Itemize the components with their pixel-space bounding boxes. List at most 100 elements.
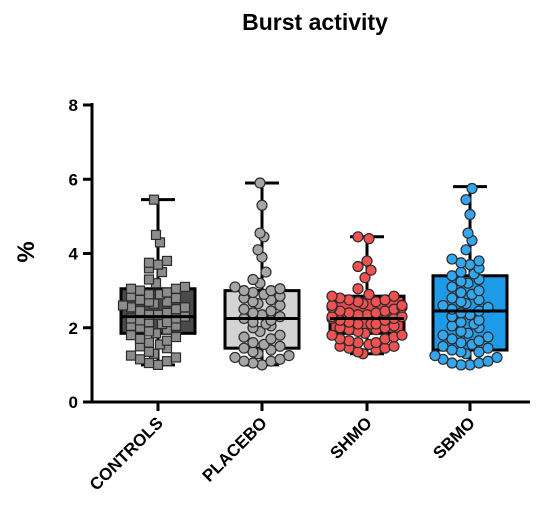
data-point (170, 283, 182, 294)
data-point (283, 349, 295, 362)
y-tick-label: 0 (69, 393, 78, 412)
data-point (274, 311, 286, 323)
points-shmo (326, 231, 408, 360)
data-point (455, 359, 467, 371)
data-point (125, 283, 137, 294)
data-point (179, 302, 191, 313)
data-point (396, 329, 408, 341)
y-tick-label: 2 (69, 319, 78, 338)
data-point (370, 307, 382, 319)
chart-title: Burst activity (242, 9, 388, 35)
y-tick-label: 8 (69, 96, 78, 115)
data-point (252, 244, 264, 256)
data-point (161, 255, 173, 267)
data-point (473, 314, 485, 326)
data-point (229, 281, 241, 293)
data-point (274, 299, 286, 312)
data-point (352, 337, 364, 349)
data-point (462, 227, 474, 239)
x-axis-tick-labels: CONTROLS PLACEBO SHMO SBMO (86, 413, 479, 494)
data-point (256, 199, 268, 211)
data-point (326, 329, 338, 341)
data-point (274, 340, 286, 352)
data-point (359, 272, 371, 284)
data-point (238, 331, 250, 343)
data-point (437, 340, 449, 352)
data-point (361, 255, 373, 267)
data-point (134, 354, 146, 365)
axes: 0 2 4 6 8 (69, 96, 530, 412)
data-point (455, 325, 467, 338)
data-point (238, 342, 250, 354)
data-point (396, 311, 408, 323)
data-point (143, 337, 155, 348)
data-point (247, 273, 259, 286)
data-point (446, 281, 458, 293)
data-point (466, 182, 478, 195)
data-point (455, 266, 467, 278)
points-controls (117, 194, 195, 370)
data-point (143, 274, 155, 285)
data-point (455, 316, 467, 328)
data-point (125, 350, 137, 361)
y-tick-label: 4 (69, 245, 79, 264)
data-point (161, 317, 173, 328)
data-point (265, 305, 277, 317)
data-point (247, 286, 259, 299)
data-point (363, 288, 375, 300)
data-point (274, 283, 286, 295)
data-point (326, 290, 338, 302)
data-point (150, 229, 162, 241)
data-point (117, 300, 129, 311)
data-point (170, 292, 182, 304)
data-point (352, 283, 364, 295)
data-point (134, 294, 146, 306)
data-point (170, 331, 182, 343)
x-tick-label-sbmo: SBMO (429, 413, 478, 462)
data-point (352, 231, 364, 243)
data-point (363, 233, 375, 245)
data-point (460, 194, 472, 206)
data-point (437, 299, 449, 312)
data-point (143, 326, 155, 337)
data-point (179, 281, 191, 293)
data-point (473, 255, 485, 267)
data-point (379, 305, 391, 317)
data-point (229, 351, 241, 364)
data-point (161, 356, 173, 367)
data-point (134, 333, 146, 344)
y-axis-label: % (13, 241, 40, 262)
data-point (388, 290, 400, 302)
data-point (446, 253, 458, 265)
data-point (125, 313, 137, 324)
data-point (352, 318, 364, 330)
data-point (343, 335, 355, 347)
data-point (446, 292, 458, 304)
data-point (247, 337, 259, 349)
data-point (455, 346, 467, 358)
data-point (161, 287, 173, 298)
data-point (170, 304, 182, 315)
data-point (455, 286, 467, 299)
data-point (388, 340, 400, 352)
data-point (379, 333, 391, 345)
data-point (429, 349, 441, 362)
data-point (143, 289, 155, 300)
data-point (254, 227, 266, 239)
points-sbmo (429, 182, 507, 371)
data-points (117, 177, 507, 371)
data-point (365, 264, 377, 276)
data-point (352, 296, 364, 308)
data-point (254, 177, 266, 189)
data-point (274, 329, 286, 341)
data-point (143, 346, 155, 357)
data-point (125, 330, 137, 341)
data-point (352, 260, 364, 273)
data-point (265, 285, 277, 297)
data-point (161, 335, 173, 346)
data-point (170, 352, 182, 363)
data-point (238, 303, 250, 315)
data-point (134, 285, 146, 296)
x-tick-label-controls: CONTROLS (86, 413, 167, 494)
